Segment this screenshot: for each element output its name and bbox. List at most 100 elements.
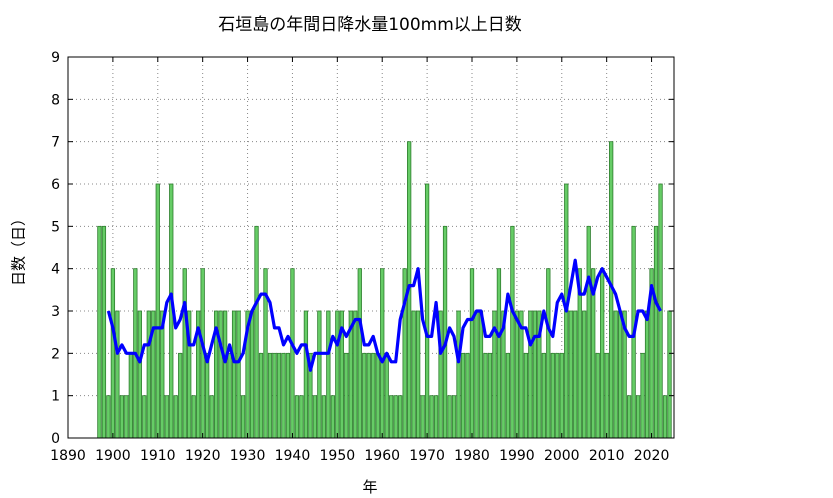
bar bbox=[362, 352, 367, 439]
bar bbox=[299, 395, 304, 439]
bar bbox=[290, 268, 295, 439]
x-tick-label: 2020 bbox=[634, 448, 670, 464]
bar bbox=[532, 310, 537, 439]
bar bbox=[191, 395, 196, 439]
y-tick-label: 0 bbox=[51, 431, 60, 447]
bar bbox=[411, 310, 416, 439]
bar bbox=[483, 352, 488, 439]
bar bbox=[433, 395, 439, 439]
bar bbox=[613, 310, 618, 439]
bar bbox=[451, 395, 457, 439]
bar bbox=[442, 225, 448, 439]
plot-frame bbox=[67, 56, 675, 439]
bar bbox=[205, 352, 210, 439]
bar bbox=[160, 310, 165, 439]
x-axis-label: 年 bbox=[362, 478, 378, 496]
bar bbox=[582, 310, 587, 439]
bar bbox=[178, 352, 183, 439]
bar bbox=[600, 268, 605, 439]
bar bbox=[375, 352, 380, 439]
x-tick-label: 1920 bbox=[185, 448, 221, 464]
bar bbox=[653, 225, 659, 439]
bar bbox=[389, 395, 394, 439]
bar bbox=[424, 183, 430, 439]
bar bbox=[398, 395, 403, 439]
bar bbox=[124, 395, 129, 439]
bar bbox=[644, 310, 650, 439]
bar bbox=[371, 352, 376, 439]
bar bbox=[456, 310, 461, 439]
bar bbox=[546, 268, 551, 439]
y-tick-label: 5 bbox=[51, 219, 60, 235]
bar bbox=[344, 352, 349, 439]
bar bbox=[568, 310, 573, 439]
x-tick-label: 1990 bbox=[499, 448, 535, 464]
bar bbox=[227, 352, 232, 439]
x-tick-label: 1900 bbox=[95, 448, 131, 464]
bar bbox=[496, 268, 502, 439]
y-tick-label: 6 bbox=[51, 177, 60, 193]
bar bbox=[415, 310, 421, 439]
bar bbox=[550, 352, 555, 439]
bar bbox=[487, 352, 493, 439]
bar bbox=[209, 395, 214, 439]
bar bbox=[380, 268, 385, 439]
bar bbox=[272, 352, 277, 439]
bar bbox=[469, 268, 475, 439]
bar bbox=[541, 352, 546, 439]
bar bbox=[101, 225, 107, 439]
bar bbox=[514, 310, 520, 439]
bar bbox=[420, 395, 425, 439]
bar bbox=[254, 225, 259, 439]
bar bbox=[335, 310, 340, 439]
bar bbox=[510, 225, 515, 439]
y-tick-label: 2 bbox=[51, 346, 60, 362]
y-tick-label: 7 bbox=[51, 135, 60, 151]
bar bbox=[353, 310, 358, 439]
x-tick-label: 1940 bbox=[275, 448, 311, 464]
bar bbox=[505, 352, 511, 439]
bar bbox=[155, 183, 160, 439]
bar bbox=[595, 352, 600, 439]
bar bbox=[523, 352, 529, 439]
bar bbox=[173, 395, 178, 439]
bar bbox=[447, 395, 452, 439]
y-tick-label: 1 bbox=[51, 389, 60, 405]
y-axis-ticks: 0 1 2 3 4 5 6 7 8 9 bbox=[51, 50, 674, 447]
x-tick-label: 2000 bbox=[544, 448, 580, 464]
bar bbox=[528, 310, 533, 439]
bar bbox=[218, 310, 223, 439]
bar bbox=[276, 352, 282, 439]
bar bbox=[249, 310, 255, 439]
x-tick-label: 1980 bbox=[454, 448, 490, 464]
bar bbox=[303, 310, 309, 439]
chart-title: 石垣島の年間日降水量100mm以上日数 bbox=[218, 15, 522, 35]
bar bbox=[110, 268, 116, 439]
bar bbox=[128, 352, 133, 439]
bar bbox=[236, 310, 241, 439]
bar bbox=[142, 395, 147, 439]
y-tick-label: 4 bbox=[51, 262, 60, 278]
x-axis-ticks: 1890 1900 1910 1920 1930 1940 1950 1960 1970 1980… bbox=[50, 57, 669, 464]
bar bbox=[321, 395, 327, 439]
bar bbox=[586, 225, 591, 439]
bar bbox=[384, 352, 389, 439]
bar bbox=[640, 352, 645, 439]
bar bbox=[267, 352, 273, 439]
bar bbox=[555, 352, 560, 439]
bar bbox=[222, 310, 228, 439]
bar bbox=[635, 395, 641, 439]
bar bbox=[617, 310, 623, 439]
bar bbox=[573, 310, 578, 439]
bar bbox=[366, 352, 371, 439]
bar bbox=[137, 310, 142, 439]
bar bbox=[559, 352, 564, 439]
bar bbox=[281, 352, 286, 439]
y-tick-label: 9 bbox=[51, 50, 60, 66]
moving-average-line bbox=[106, 258, 662, 372]
bar bbox=[115, 310, 120, 439]
bar bbox=[393, 395, 398, 439]
x-tick-label: 1950 bbox=[320, 448, 356, 464]
bar bbox=[182, 268, 187, 439]
